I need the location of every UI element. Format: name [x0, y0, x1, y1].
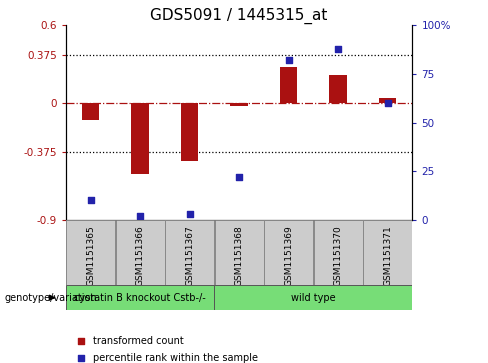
Bar — [66, 220, 115, 285]
Bar — [116, 220, 164, 285]
Text: GSM1151371: GSM1151371 — [383, 225, 392, 286]
Text: GSM1151366: GSM1151366 — [136, 225, 144, 286]
Text: GSM1151367: GSM1151367 — [185, 225, 194, 286]
Bar — [214, 285, 412, 310]
Text: genotype/variation: genotype/variation — [5, 293, 98, 303]
Bar — [215, 220, 264, 285]
Point — [235, 174, 243, 180]
Bar — [82, 103, 99, 120]
Text: cystatin B knockout Cstb-/-: cystatin B knockout Cstb-/- — [74, 293, 206, 303]
Bar — [66, 285, 214, 310]
Point — [384, 100, 391, 106]
Bar — [230, 103, 248, 106]
Bar — [379, 98, 396, 103]
Bar — [165, 220, 214, 285]
Text: wild type: wild type — [291, 293, 336, 303]
Text: transformed count: transformed count — [93, 336, 183, 346]
Point — [136, 213, 144, 219]
Bar — [280, 67, 297, 103]
Text: GSM1151369: GSM1151369 — [284, 225, 293, 286]
Text: GSM1151365: GSM1151365 — [86, 225, 95, 286]
Point — [334, 46, 342, 52]
Point — [87, 197, 95, 203]
Title: GDS5091 / 1445315_at: GDS5091 / 1445315_at — [150, 8, 328, 24]
Text: GSM1151370: GSM1151370 — [334, 225, 343, 286]
Text: GSM1151368: GSM1151368 — [235, 225, 244, 286]
Bar — [314, 220, 363, 285]
Point — [285, 57, 292, 63]
Bar — [264, 220, 313, 285]
Point — [186, 211, 194, 217]
Bar — [131, 103, 149, 174]
Bar — [329, 75, 347, 103]
Bar — [363, 220, 412, 285]
Bar — [181, 103, 198, 161]
Text: percentile rank within the sample: percentile rank within the sample — [93, 352, 258, 363]
